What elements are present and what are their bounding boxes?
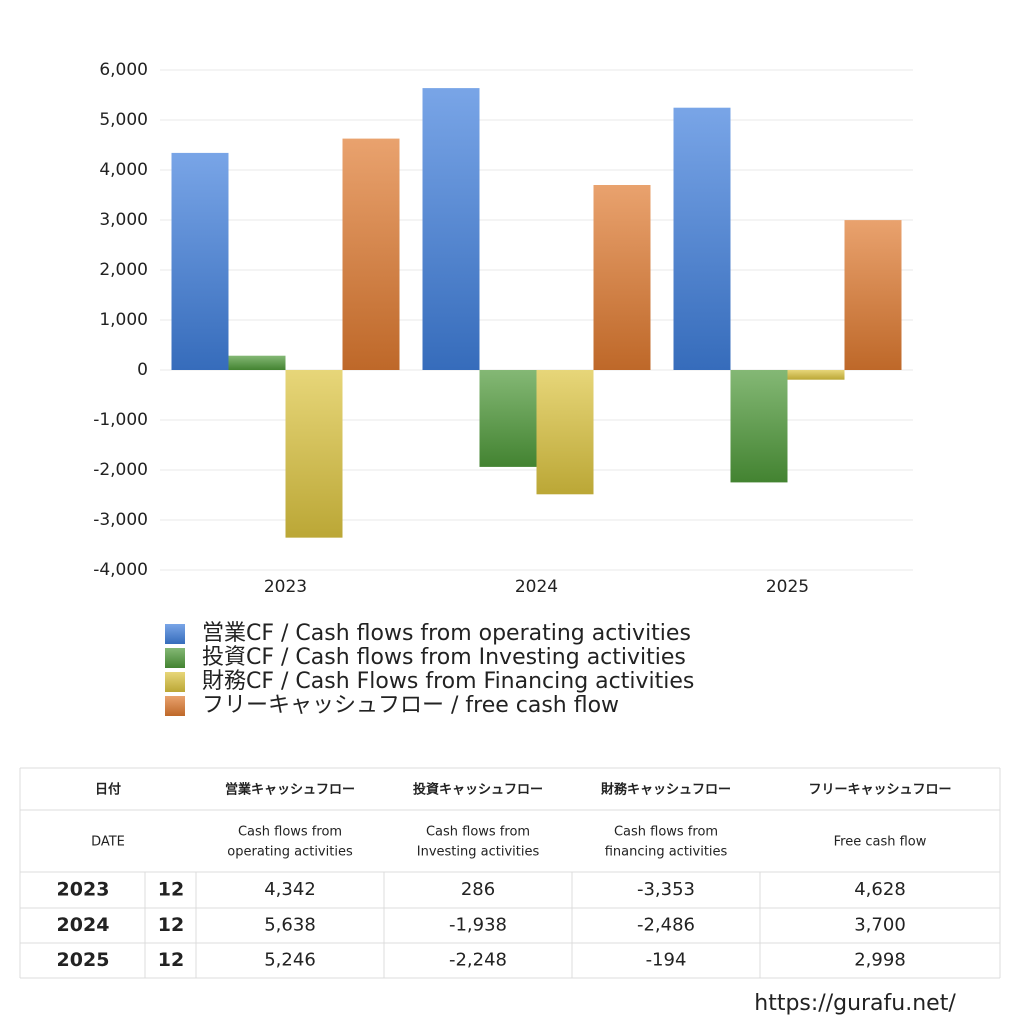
y-tick-label: 6,000	[99, 60, 148, 80]
legend-swatch	[165, 696, 185, 716]
table-row-label: 2025	[57, 949, 110, 971]
legend-label: 営業CF / Cash flows from operating activit…	[202, 621, 691, 646]
table-row-label: 2024	[57, 914, 110, 936]
legend-label: 投資CF / Cash flows from Investing activit…	[202, 645, 686, 670]
y-tick-label: -2,000	[93, 460, 148, 480]
footer-url: https://gurafu.net/	[754, 991, 956, 1016]
legend-swatch	[165, 648, 185, 668]
x-tick-label: 2024	[515, 577, 558, 597]
table-header-en: Investing activities	[417, 845, 540, 860]
y-tick-label: 3,000	[99, 210, 148, 230]
table-cell: -1,938	[449, 915, 507, 936]
table-cell: 4,342	[264, 879, 316, 900]
table-row-label: 12	[158, 949, 184, 971]
table-header-jp: 営業キャッシュフロー	[225, 782, 355, 798]
table-cell: 5,638	[264, 915, 316, 936]
table-header-en: Cash flows from	[238, 825, 342, 840]
bar	[844, 220, 902, 370]
legend-label: 財務CF / Cash Flows from Financing activit…	[202, 669, 694, 694]
bar	[673, 107, 731, 370]
table-header-jp: フリーキャッシュフロー	[808, 783, 951, 798]
legend-swatch	[165, 672, 185, 692]
table-header-en: Free cash flow	[834, 835, 927, 850]
y-tick-label: -4,000	[93, 560, 148, 580]
y-tick-label: -1,000	[93, 410, 148, 430]
table-cell: -2,248	[449, 950, 507, 971]
y-tick-label: 1,000	[99, 310, 148, 330]
table-cell: 4,628	[854, 879, 906, 900]
table-cell: -194	[646, 950, 687, 971]
y-tick-label: 4,000	[99, 160, 148, 180]
bar	[593, 185, 651, 370]
table-header-jp: 日付	[95, 782, 121, 798]
table-cell: -2,486	[637, 915, 695, 936]
bar	[536, 370, 594, 495]
legend-label: フリーキャッシュフロー / free cash flow	[202, 693, 619, 718]
bar	[422, 88, 480, 370]
table-cell: 2,998	[854, 950, 906, 971]
table-header-en: Cash flows from	[426, 825, 530, 840]
table-header-en: operating activities	[227, 845, 353, 860]
legend-swatch	[165, 624, 185, 644]
x-tick-label: 2025	[766, 577, 809, 597]
bar	[171, 152, 229, 370]
bar	[228, 355, 286, 370]
table-header-en: Cash flows from	[614, 825, 718, 840]
table-header-jp: 財務キャッシュフロー	[600, 782, 731, 798]
y-tick-label: 0	[137, 360, 148, 380]
y-tick-label: 2,000	[99, 260, 148, 280]
table-cell: 286	[461, 879, 495, 900]
table-header-jp: 投資キャッシュフロー	[413, 782, 543, 798]
x-tick-label: 2023	[264, 577, 307, 597]
table-header-en: DATE	[91, 835, 125, 850]
table-header-en: financing activities	[605, 845, 728, 860]
bar	[479, 370, 537, 467]
y-tick-label: -3,000	[93, 510, 148, 530]
table-cell: 3,700	[854, 915, 906, 936]
table-cell: 5,246	[264, 950, 316, 971]
bar	[730, 370, 788, 483]
bar	[787, 370, 845, 380]
table-row-label: 12	[158, 879, 184, 901]
table-row-label: 12	[158, 914, 184, 936]
bar	[342, 138, 400, 370]
y-tick-label: 5,000	[99, 110, 148, 130]
table-cell: -3,353	[637, 879, 695, 900]
bar	[285, 370, 343, 538]
table-row-label: 2023	[57, 879, 110, 901]
